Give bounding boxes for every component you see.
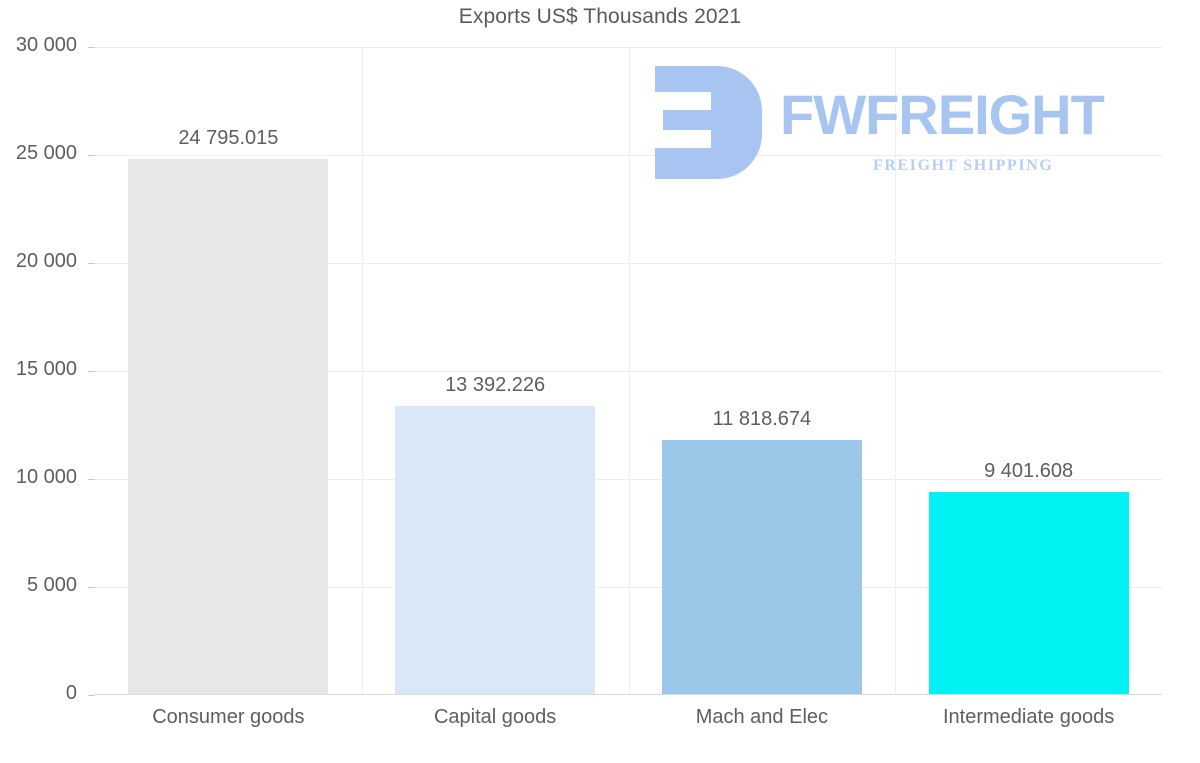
x-axis-tick-label: Intermediate goods bbox=[943, 706, 1115, 728]
plot-area bbox=[95, 47, 1162, 695]
y-axis-tick-mark bbox=[88, 479, 95, 480]
y-axis-tick-label: 15 000 bbox=[15, 358, 77, 380]
y-axis-tick-mark bbox=[88, 587, 95, 588]
y-axis-tick-label: 20 000 bbox=[15, 250, 77, 272]
y-axis-tick-mark bbox=[88, 371, 95, 372]
y-axis-tick-mark bbox=[88, 263, 95, 264]
y-axis-tick-label: 10 000 bbox=[15, 466, 77, 488]
chart-title: Exports US$ Thousands 2021 bbox=[458, 5, 742, 28]
y-axis-tick-mark bbox=[88, 47, 95, 48]
gridline-vertical bbox=[895, 47, 897, 695]
y-axis-tick-mark bbox=[88, 155, 95, 156]
bar-value-label: 24 795.015 bbox=[178, 127, 279, 150]
bar-capital-goods[interactable] bbox=[395, 405, 596, 695]
bar-value-label: 11 818.674 bbox=[712, 407, 812, 430]
y-axis-tick-label: 25 000 bbox=[15, 142, 77, 164]
axis-baseline bbox=[95, 694, 1162, 695]
y-axis-tick-label: 30 000 bbox=[15, 34, 77, 56]
y-axis-tick-mark bbox=[88, 695, 95, 696]
gridline-vertical bbox=[628, 47, 630, 695]
bar-consumer-goods[interactable] bbox=[128, 159, 329, 695]
x-axis-tick-label: Mach and Elec bbox=[695, 706, 829, 728]
gridline-vertical bbox=[361, 47, 363, 695]
bar-value-label: 13 392.226 bbox=[445, 373, 546, 396]
bar-value-label: 9 401.608 bbox=[984, 459, 1074, 482]
y-axis-tick-label: 5 000 bbox=[26, 574, 77, 596]
bar-intermediate-goods[interactable] bbox=[928, 491, 1129, 695]
y-axis-tick-label: 0 bbox=[65, 682, 77, 704]
x-axis-tick-label: Consumer goods bbox=[152, 706, 305, 728]
bar-mach-and-elec[interactable] bbox=[661, 439, 862, 695]
x-axis-tick-label: Capital goods bbox=[433, 706, 557, 728]
